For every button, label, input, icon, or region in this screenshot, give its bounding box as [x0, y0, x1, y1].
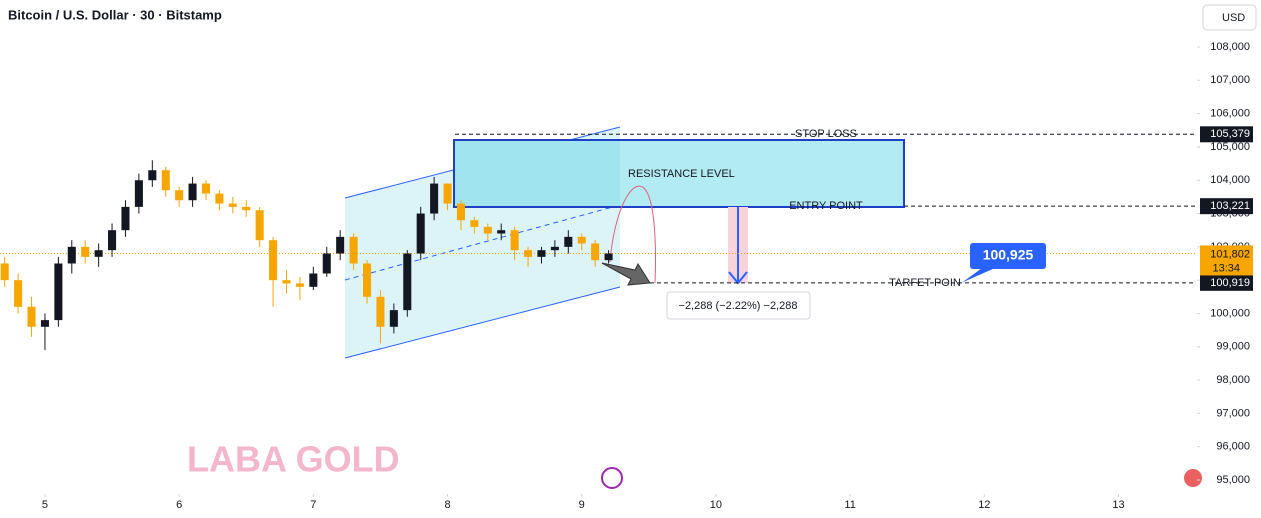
y-tick-label: 96,000: [1216, 441, 1250, 453]
candle-body: [295, 283, 304, 287]
y-tick-label: 105,000: [1210, 141, 1250, 153]
channel-line: [344, 286, 621, 359]
candle-body: [403, 253, 412, 311]
candle-body: [67, 246, 76, 264]
candle-body: [577, 236, 586, 244]
y-tick-label: 98,000: [1216, 374, 1250, 386]
candle-body: [94, 250, 103, 257]
drawings: [344, 126, 905, 359]
level-label: ENTRY POINT: [789, 200, 863, 212]
candle-body: [497, 230, 506, 234]
candle-body: [81, 246, 90, 257]
currency[interactable]: USD: [1222, 12, 1245, 24]
level-label: STOP LOSS: [795, 128, 857, 140]
candle-body: [456, 203, 465, 221]
countdown: 13:34: [1212, 262, 1240, 274]
price-tag-label: 105,379: [1210, 128, 1250, 140]
candle-body: [362, 263, 372, 297]
channel-mid: [344, 204, 621, 281]
candle-body: [483, 226, 492, 234]
candle-body: [54, 263, 63, 321]
candle-body: [201, 183, 211, 194]
price-tag-label: 103,221: [1210, 200, 1250, 212]
candle-body: [161, 170, 170, 191]
y-tick-label: 95,000: [1216, 474, 1250, 486]
candle-body: [389, 310, 398, 327]
logo: [601, 467, 623, 489]
x-tick-label: 11: [844, 499, 855, 511]
resistance-label: RESISTANCE LEVEL: [628, 168, 735, 180]
candle-body: [336, 236, 345, 254]
price-tag: [1200, 198, 1253, 215]
x-tick-label: 7: [310, 499, 316, 511]
candle-body: [510, 230, 519, 251]
candle-body: [148, 170, 157, 181]
candle-body: [269, 240, 278, 281]
target-callout: [970, 243, 1046, 269]
candle-body: [564, 236, 573, 247]
candle-body: [470, 220, 479, 227]
y-tick-label: 104,000: [1210, 174, 1250, 186]
y-tick-label: 99,000: [1216, 341, 1250, 353]
candle-body: [40, 320, 49, 327]
candle-body: [591, 243, 600, 261]
candle-body: [524, 250, 533, 257]
x-tick-label: 9: [579, 499, 585, 511]
watermark: LABA GOLD: [187, 439, 400, 480]
x-tick-label: 12: [978, 499, 990, 511]
y-tick-label: 100,000: [1210, 307, 1250, 319]
callout-pointer: [962, 268, 995, 283]
candle-body: [255, 210, 264, 241]
candle-body: [550, 246, 559, 251]
candle-body: [27, 306, 36, 327]
candle-body: [349, 236, 358, 264]
candle-body: [537, 250, 546, 257]
measure: −2,288 (−2.22%) −2,288: [679, 300, 798, 312]
candle-body: [416, 213, 425, 254]
measure-box: [666, 291, 811, 320]
candle-body: [309, 273, 318, 287]
chart-title: Bitcoin / U.S. Dollar · 30 · Bitstamp: [8, 7, 222, 22]
y-tick-label: 108,000: [1210, 41, 1250, 53]
candle-body: [443, 183, 452, 204]
currency-button[interactable]: [1202, 4, 1257, 31]
price-tag: [1200, 126, 1253, 143]
x-tick-label: 10: [710, 499, 722, 511]
candle-body: [282, 280, 291, 284]
candle-body: [242, 206, 251, 211]
candle-body: [134, 180, 143, 207]
x-tick-label: 5: [42, 499, 48, 511]
y-tick-label: 97,000: [1216, 407, 1250, 419]
flag-icon: [1184, 469, 1202, 487]
x-tick-label: 8: [444, 499, 450, 511]
candle-body: [175, 190, 184, 201]
level-label: TARFET POIN: [889, 277, 961, 289]
candle-body: [215, 193, 224, 204]
x-tick-label: 6: [176, 499, 182, 511]
target-callout-label: 100,925: [983, 247, 1034, 263]
x-tick-label: 13: [1112, 499, 1124, 511]
candle-body: [228, 203, 237, 207]
candle-body: [604, 253, 613, 261]
curve-arrow: [609, 185, 656, 284]
candle-body: [430, 183, 439, 214]
candle-body: [14, 280, 23, 307]
candle-body: [188, 183, 197, 201]
price-tag-label: 100,919: [1210, 277, 1250, 289]
candle-body: [121, 206, 130, 231]
candle-body: [0, 263, 9, 281]
price-tag: [1200, 274, 1253, 291]
y-tick-label: 106,000: [1210, 108, 1250, 120]
candle-body: [322, 253, 331, 274]
candle-body: [108, 230, 117, 251]
candle-body: [376, 296, 385, 327]
resistance-box-left: [455, 141, 620, 206]
current-price-tag: [1200, 245, 1253, 276]
y-tick-label: 107,000: [1210, 74, 1250, 86]
current-price-label: 101,802: [1210, 248, 1250, 260]
